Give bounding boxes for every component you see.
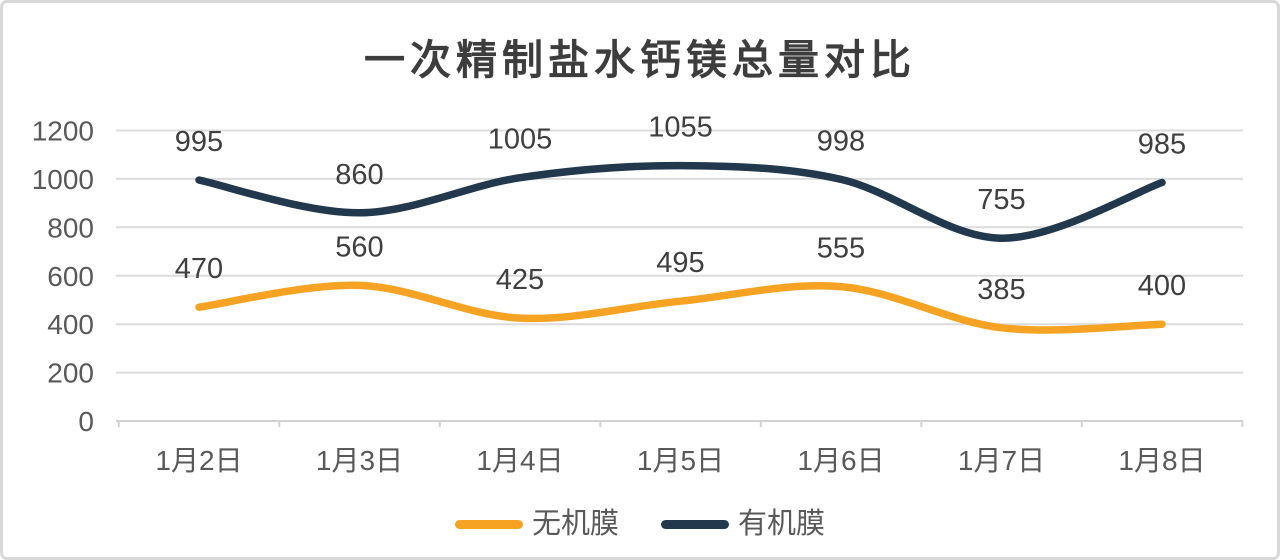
chart-legend: 无机膜 有机膜 <box>3 510 1277 539</box>
chart-title: 一次精制盐水钙镁总量对比 <box>364 37 916 83</box>
y-axis-label: 200 <box>47 358 94 389</box>
x-axis-label: 1月5日 <box>637 445 724 476</box>
series-line-1 <box>195 281 1166 334</box>
y-axis-label: 0 <box>78 406 94 437</box>
y-axis-label: 400 <box>47 309 94 340</box>
series-line-2 <box>195 161 1166 242</box>
data-label: 755 <box>977 184 1025 216</box>
data-label: 470 <box>175 253 223 285</box>
x-axis-label: 1月8日 <box>1118 445 1205 476</box>
x-axis-label: 1月7日 <box>958 445 1045 476</box>
x-axis-label: 1月2日 <box>155 445 242 476</box>
data-label: 998 <box>817 125 865 157</box>
y-axis-label: 1000 <box>32 164 94 195</box>
legend-item-2: 有机膜 <box>661 510 825 539</box>
y-axis-label: 600 <box>47 261 94 292</box>
y-axis-label: 800 <box>47 212 94 243</box>
legend-label: 无机膜 <box>531 508 619 540</box>
data-label: 425 <box>496 264 544 296</box>
x-axis-label: 1月4日 <box>476 445 563 476</box>
data-label: 985 <box>1138 129 1186 161</box>
data-label: 555 <box>817 233 865 265</box>
data-label: 995 <box>175 126 223 158</box>
data-label: 1005 <box>488 124 553 156</box>
y-axis-label: 1200 <box>32 116 94 147</box>
data-label: 860 <box>335 159 383 191</box>
legend-item-1: 无机膜 <box>454 508 619 540</box>
line-chart-plot: 0 200 400 600 800 1000 1200 1月2日 1月3日 1月4日 1月5日 1月6… <box>32 112 1244 476</box>
data-label: 1055 <box>648 112 713 144</box>
x-axis-label: 1月3日 <box>316 445 403 476</box>
x-axis-label: 1月6日 <box>797 445 884 476</box>
data-label: 560 <box>335 231 383 263</box>
legend-swatch-icon <box>661 520 729 529</box>
data-label: 495 <box>656 247 704 279</box>
legend-swatch-icon <box>454 520 523 529</box>
data-label: 385 <box>977 274 1025 306</box>
data-label: 400 <box>1138 270 1186 302</box>
legend-label: 有机膜 <box>738 508 826 540</box>
